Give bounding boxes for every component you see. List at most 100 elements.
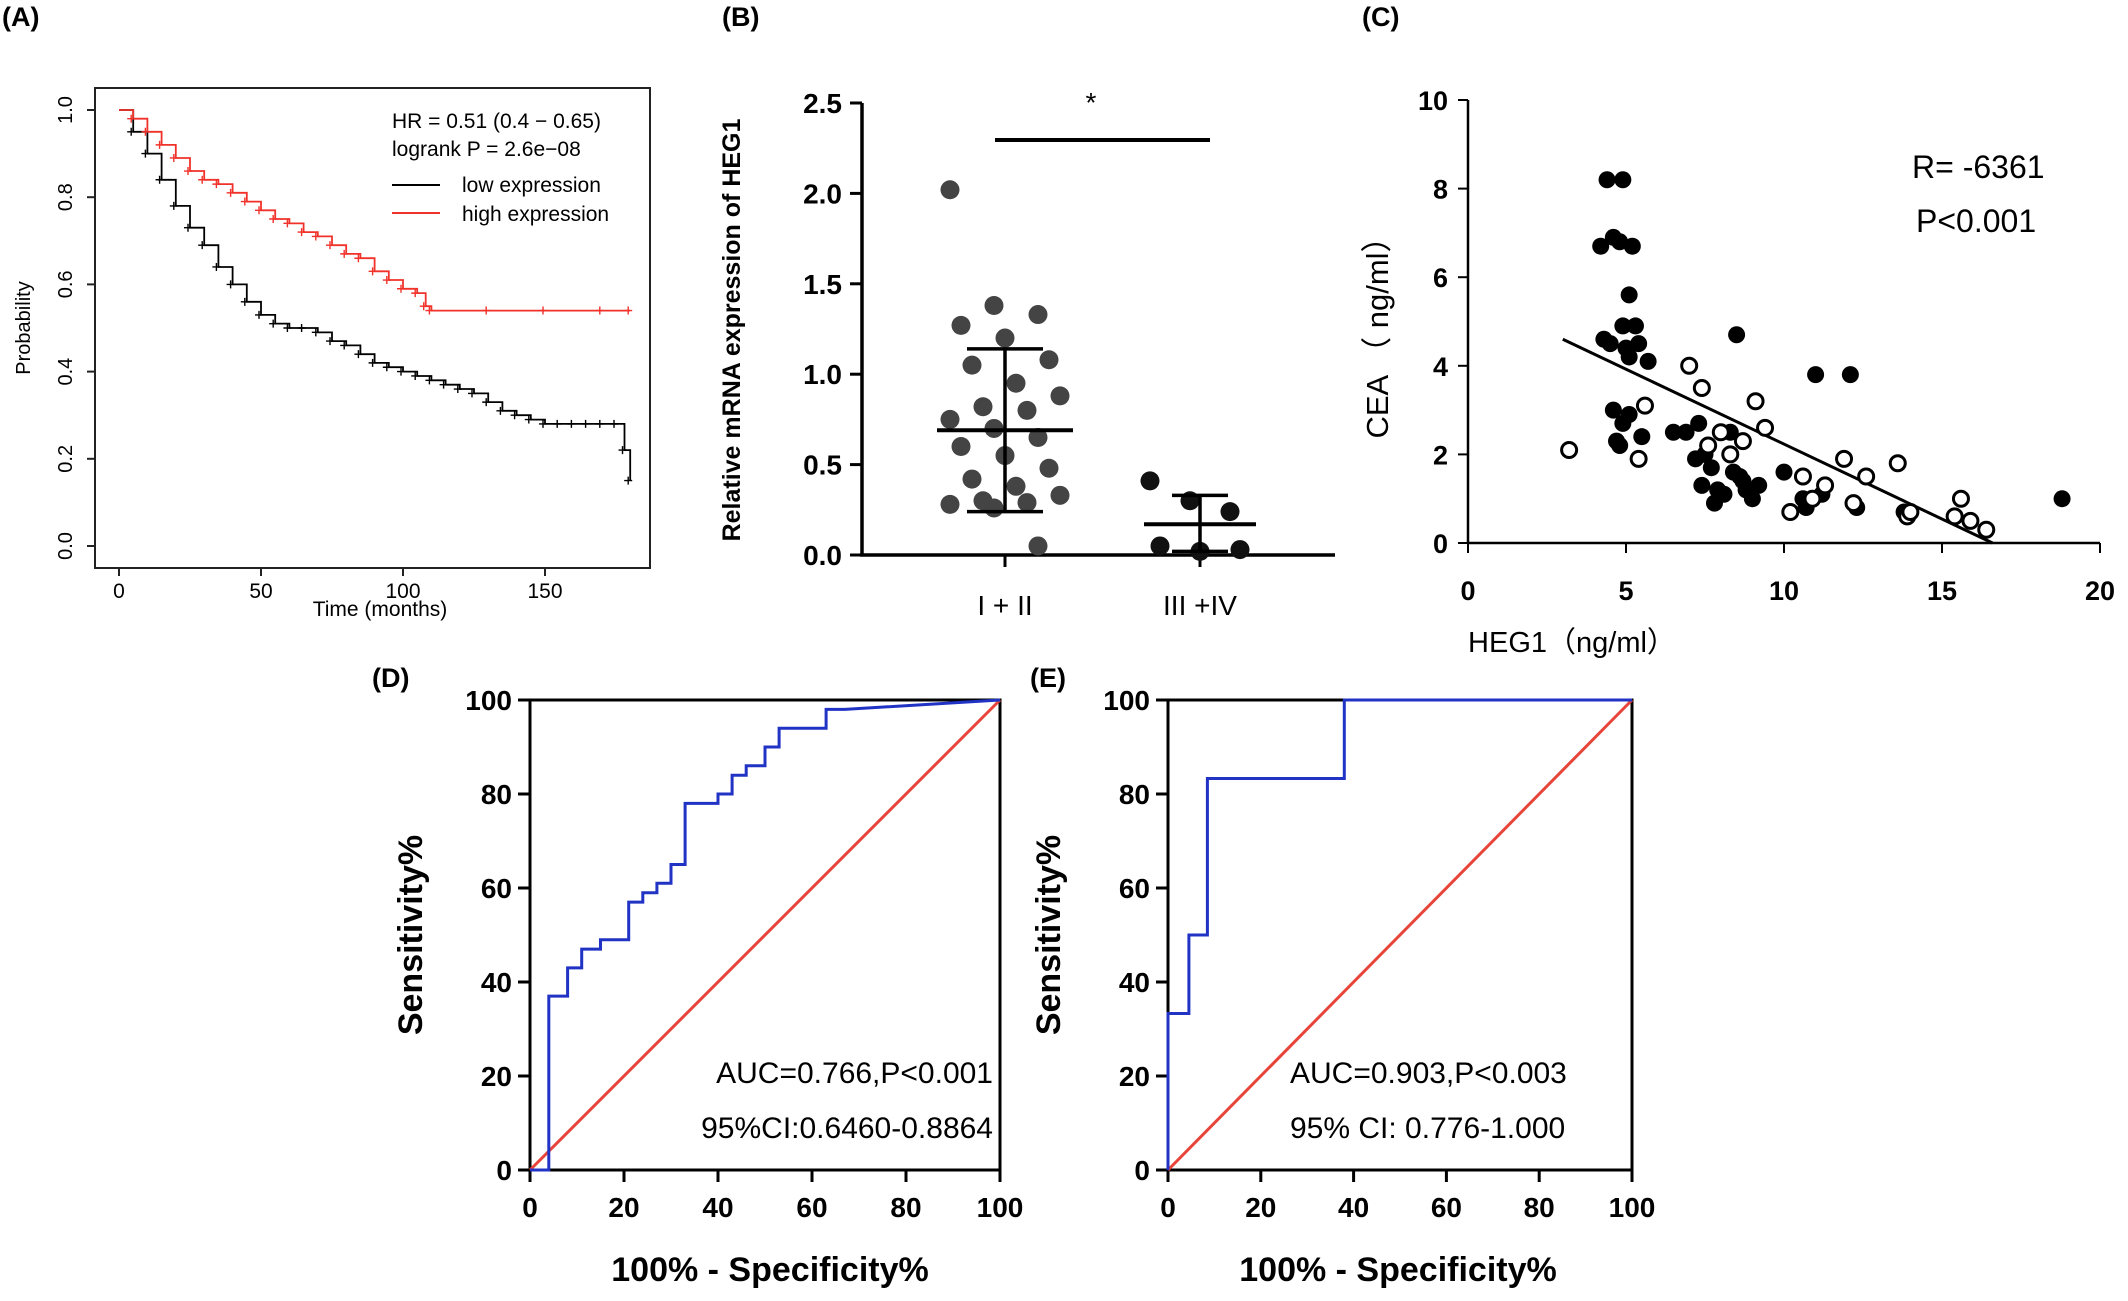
censor-mark: [624, 306, 633, 315]
data-point: [1017, 400, 1037, 420]
censor-mark: [311, 232, 320, 241]
panel-d-reference-line: [528, 698, 1002, 1172]
data-point: [940, 494, 960, 514]
censor-mark: [141, 149, 150, 158]
censor-mark: [297, 324, 306, 332]
panel-d-ytick-label: 60: [481, 873, 512, 904]
censor-mark: [482, 306, 491, 315]
filled-data-point: [1604, 401, 1622, 419]
panel-d-xtick-label: 40: [702, 1192, 733, 1223]
data-point: [1140, 471, 1160, 491]
data-point: [1050, 386, 1070, 406]
panel-c-ytick-label: 8: [1433, 175, 1448, 205]
censor-mark: [453, 385, 462, 394]
data-point: [1017, 493, 1037, 513]
censor-mark: [169, 153, 178, 162]
censor-mark: [567, 419, 576, 428]
censor-mark: [496, 406, 505, 415]
panel-label-c: (C): [1362, 2, 1399, 32]
censor-mark: [127, 127, 136, 136]
panel-b-dot-plot: 0.0 0.5 1.0 1.5 2.0 2.5 Relative mRNA express…: [718, 87, 1335, 621]
filled-data-point: [1664, 423, 1682, 441]
censor-mark: [468, 389, 476, 398]
panel-c-ytick-label: 4: [1433, 352, 1448, 382]
panel-c-ytick-label: 6: [1433, 263, 1448, 293]
censor-mark: [184, 223, 192, 232]
censor-mark: [581, 419, 590, 428]
censor-mark: [539, 419, 547, 428]
panel-label-d: (D): [372, 663, 409, 693]
censor-mark: [425, 376, 434, 385]
panel-c-xtick-label: 15: [1927, 576, 1957, 606]
censor-mark: [368, 267, 377, 276]
censor-mark: [169, 201, 178, 210]
filled-data-point: [1633, 428, 1651, 446]
panel-d-xtick-label: 60: [796, 1192, 827, 1223]
panel-b-ytick-label: 0.0: [803, 540, 842, 571]
panel-d-xlabel: 100% - Specificity%: [611, 1251, 928, 1289]
panel-e-xtick-label: 0: [1160, 1192, 1176, 1223]
filled-data-point: [1807, 366, 1825, 384]
panel-a-frame: [94, 87, 651, 569]
filled-data-point: [1592, 237, 1610, 255]
panel-d-xtick-label: 80: [890, 1192, 921, 1223]
censor-mark: [382, 363, 391, 372]
censor-mark: [311, 328, 320, 337]
panel-c-correlation-plot: 0 5 10 15 20 0 2 4 6 8 10 HEG1（ng/ml） CEA （ ng/ml）…: [1360, 86, 2115, 659]
panel-e-xlabel: 100% - Specificity%: [1239, 1251, 1556, 1289]
filled-data-point: [1690, 414, 1708, 432]
censor-mark: [326, 337, 334, 346]
censor-mark: [553, 419, 562, 428]
panel-a-ytick-label: 0.2: [55, 445, 77, 473]
censor-mark: [184, 167, 192, 176]
panel-a-ytick-label: 0.0: [55, 532, 77, 560]
panel-d-ytick-label: 80: [481, 779, 512, 810]
open-data-point: [1629, 449, 1648, 468]
censor-mark: [255, 206, 263, 215]
panel-e-xtick-label: 40: [1338, 1192, 1369, 1223]
panel-c-ytick-label: 2: [1433, 440, 1448, 470]
data-point: [1050, 485, 1070, 505]
panel-e-xtick-label: 60: [1431, 1192, 1462, 1223]
open-data-point: [1699, 436, 1718, 455]
panel-d-ytick-label: 20: [481, 1061, 512, 1092]
panel-d-roc-curve: 0 20 40 60 80 100 0 20 40 60 80 100 100% - Specific…: [392, 685, 1023, 1289]
filled-data-point: [1693, 476, 1711, 494]
panel-label-b: (B): [722, 2, 759, 32]
panel-c-annotation-p: P<0.001: [1916, 203, 2036, 239]
censor-mark: [326, 241, 334, 250]
legend-label-low: low expression: [462, 174, 601, 197]
filled-data-point: [1841, 366, 1859, 384]
panel-a-ytick-label: 0.6: [55, 270, 77, 298]
data-point: [951, 437, 971, 457]
panel-e-roc-curve: 0 20 40 60 80 100 0 20 40 60 80 100 100% - Specific…: [1030, 685, 1655, 1289]
data-point: [1230, 540, 1250, 560]
panel-e-ytick-label: 20: [1119, 1061, 1150, 1092]
censor-mark: [354, 254, 363, 263]
filled-data-point: [2053, 490, 2071, 508]
panel-b-ylabel: Relative mRNA expression of HEG1: [718, 119, 746, 542]
panel-d-xtick-label: 100: [977, 1192, 1024, 1223]
open-data-point: [1888, 454, 1907, 473]
data-point: [984, 295, 1004, 315]
filled-data-point: [1639, 352, 1657, 370]
panel-c-xtick-label: 20: [2085, 576, 2115, 606]
regression-line: [1562, 337, 1994, 545]
data-point: [995, 328, 1015, 348]
open-data-point: [1746, 392, 1765, 411]
panel-d-xtick-label: 0: [522, 1192, 538, 1223]
censor-mark: [240, 197, 249, 206]
panel-c-xlabel: HEG1（ng/ml）: [1468, 627, 1676, 659]
data-point: [1006, 373, 1026, 393]
filled-data-point: [1614, 171, 1632, 189]
panel-a-ylabel: Probability: [13, 281, 35, 374]
panel-b-ytick-label: 1.0: [803, 359, 842, 390]
censor-mark: [482, 398, 491, 407]
panel-a-xtick-label: 50: [249, 580, 272, 603]
panel-b-ytick-label: 0.5: [803, 450, 842, 481]
data-point: [1150, 536, 1170, 556]
data-point: [1220, 502, 1240, 522]
filled-data-point: [1595, 330, 1613, 348]
censor-mark: [618, 446, 627, 455]
